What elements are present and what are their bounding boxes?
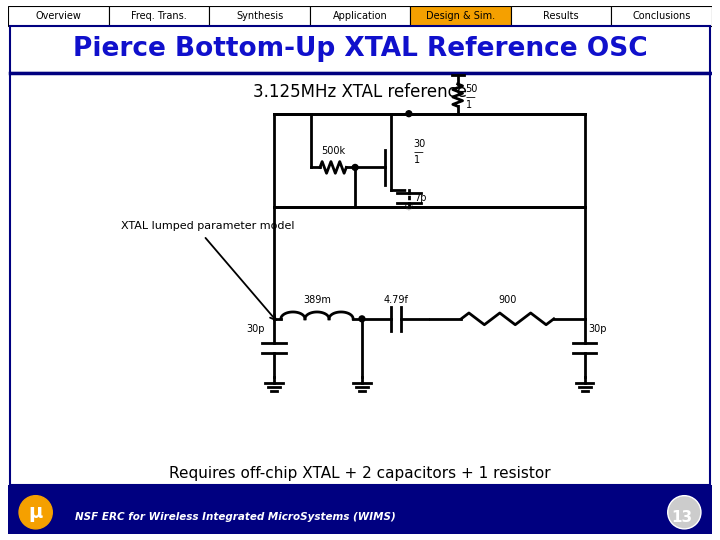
- Circle shape: [359, 316, 365, 322]
- Bar: [10, 73, 710, 485]
- Text: 30p: 30p: [247, 323, 265, 334]
- Text: 1: 1: [414, 154, 420, 165]
- Text: Conclusions: Conclusions: [632, 11, 690, 21]
- Text: XTAL lumped parameter model: XTAL lumped parameter model: [121, 221, 294, 231]
- Bar: [10, 26, 710, 73]
- Text: 1: 1: [466, 100, 472, 110]
- Text: 3.125MHz XTAL reference: 3.125MHz XTAL reference: [253, 83, 467, 101]
- Text: 4.79f: 4.79f: [383, 295, 408, 305]
- Text: 13: 13: [671, 510, 692, 525]
- Circle shape: [19, 496, 53, 529]
- Bar: [611, 6, 711, 26]
- Text: 50: 50: [466, 84, 478, 94]
- Bar: [109, 6, 210, 26]
- Text: —: —: [414, 147, 423, 157]
- Circle shape: [667, 496, 701, 529]
- Text: Requires off-chip XTAL + 2 capacitors + 1 resistor: Requires off-chip XTAL + 2 capacitors + …: [169, 465, 551, 481]
- Text: —: —: [466, 92, 475, 102]
- Text: Results: Results: [543, 11, 579, 21]
- Text: 900: 900: [498, 295, 517, 305]
- Text: NSF ERC for Wireless Integrated MicroSystems (WIMS): NSF ERC for Wireless Integrated MicroSys…: [75, 512, 395, 522]
- Bar: [510, 6, 611, 26]
- Text: 30: 30: [414, 139, 426, 149]
- Text: 500k: 500k: [321, 146, 345, 156]
- Circle shape: [406, 204, 412, 210]
- Text: Pierce Bottom-Up XTAL Reference OSC: Pierce Bottom-Up XTAL Reference OSC: [73, 36, 647, 62]
- Text: 7p: 7p: [414, 193, 426, 203]
- Text: Design & Sim.: Design & Sim.: [426, 11, 495, 21]
- Bar: [9, 485, 711, 534]
- Bar: [410, 6, 510, 26]
- Circle shape: [352, 165, 358, 170]
- Text: Application: Application: [333, 11, 387, 21]
- Circle shape: [406, 111, 412, 117]
- Text: 389m: 389m: [303, 295, 331, 305]
- Text: μ: μ: [29, 503, 42, 522]
- Bar: [210, 6, 310, 26]
- Text: Freq. Trans.: Freq. Trans.: [131, 11, 187, 21]
- Text: 30p: 30p: [588, 323, 607, 334]
- Bar: [9, 6, 109, 26]
- Text: Overview: Overview: [35, 11, 81, 21]
- Bar: [310, 6, 410, 26]
- Text: Synthesis: Synthesis: [236, 11, 283, 21]
